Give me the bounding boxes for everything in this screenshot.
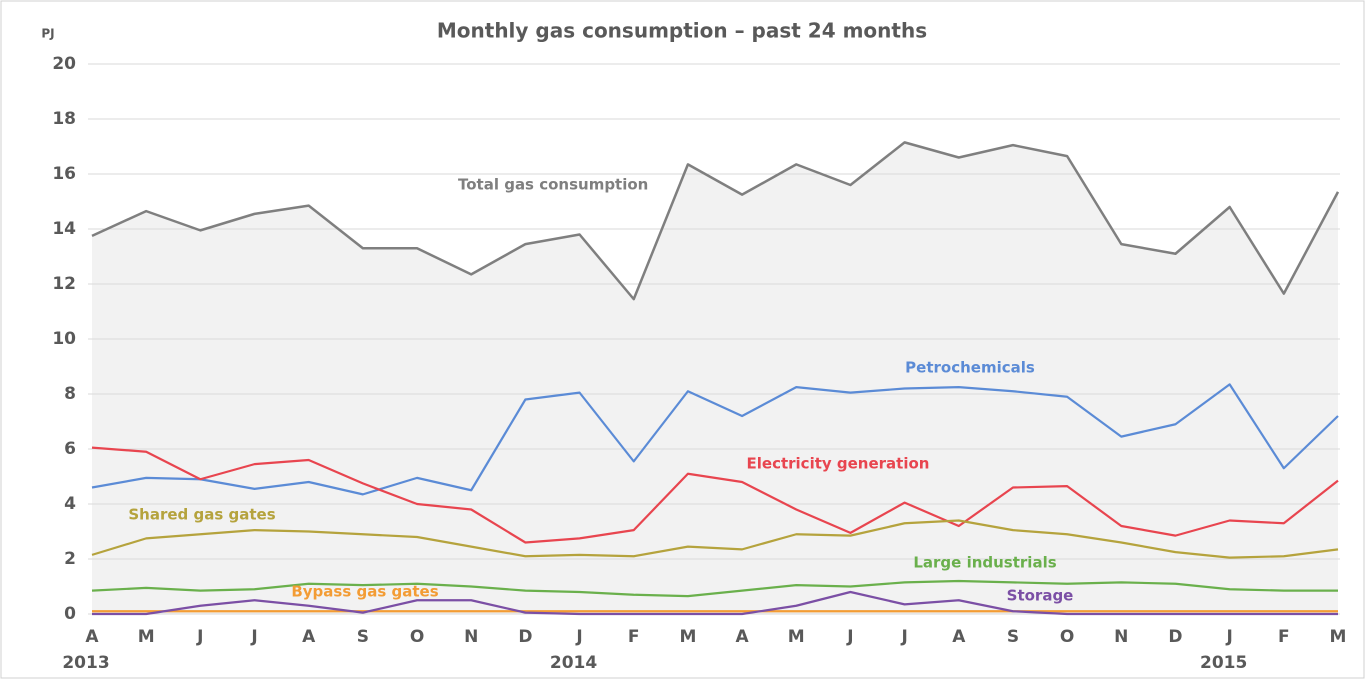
x-tick-label: J: [900, 627, 907, 647]
y-axis-label: PJ: [41, 27, 54, 41]
x-tick-label: J: [846, 627, 853, 647]
series-line: [92, 590, 1338, 616]
series-line: [91, 141, 1340, 301]
x-tick-label: A: [85, 627, 99, 647]
x-tick-label: N: [464, 627, 478, 647]
series-label: Petrochemicals: [905, 359, 1035, 377]
y-tick-label: 10: [52, 329, 76, 349]
y-tick-label: 18: [52, 109, 76, 129]
x-tick-label: J: [250, 627, 257, 647]
y-tick-label: 2: [64, 549, 76, 569]
x-tick-label: J: [196, 627, 203, 647]
series-line: [91, 519, 1339, 559]
x-tick-label: M: [788, 627, 805, 647]
x-year-label: 2013: [62, 653, 109, 673]
y-tick-label: 16: [52, 164, 76, 184]
series-label: Storage: [1007, 587, 1074, 605]
x-tick-label: D: [1168, 627, 1182, 647]
x-tick-label: A: [736, 627, 750, 647]
x-tick-label: D: [518, 627, 532, 647]
x-tick-label: F: [1278, 627, 1290, 647]
x-tick-label: S: [357, 627, 369, 647]
x-tick-label: O: [410, 627, 424, 647]
x-tick-label: M: [1330, 627, 1347, 647]
x-tick-label: A: [952, 627, 966, 647]
series-label: Bypass gas gates: [291, 583, 438, 601]
y-tick-label: 8: [64, 384, 76, 404]
series-label: Large industrials: [913, 554, 1056, 572]
series-label: Total gas consumption: [458, 176, 648, 194]
y-tick-label: 20: [52, 54, 76, 74]
y-tick-label: 0: [64, 604, 76, 624]
x-tick-label: F: [628, 627, 640, 647]
x-year-label: 2014: [550, 653, 597, 673]
x-tick-label: M: [679, 627, 696, 647]
series-line: [91, 446, 1339, 544]
series-line: [91, 383, 1339, 496]
y-tick-label: 12: [52, 274, 76, 294]
x-tick-label: S: [1007, 627, 1019, 647]
y-tick-label: 6: [64, 439, 76, 459]
x-tick-label: J: [1225, 627, 1232, 647]
chart-title: Monthly gas consumption – past 24 months: [437, 19, 927, 43]
x-tick-label: M: [138, 627, 155, 647]
series-label: Shared gas gates: [128, 506, 275, 524]
x-tick-label: A: [302, 627, 316, 647]
series-label: Electricity generation: [747, 455, 930, 473]
series-line: [91, 579, 1338, 598]
y-tick-label: 14: [52, 219, 76, 239]
x-tick-label: N: [1114, 627, 1128, 647]
y-tick-label: 4: [64, 494, 76, 514]
x-tick-label: O: [1060, 627, 1074, 647]
area: [92, 142, 1338, 614]
x-tick-label: J: [575, 627, 582, 647]
x-year-label: 2015: [1200, 653, 1247, 673]
